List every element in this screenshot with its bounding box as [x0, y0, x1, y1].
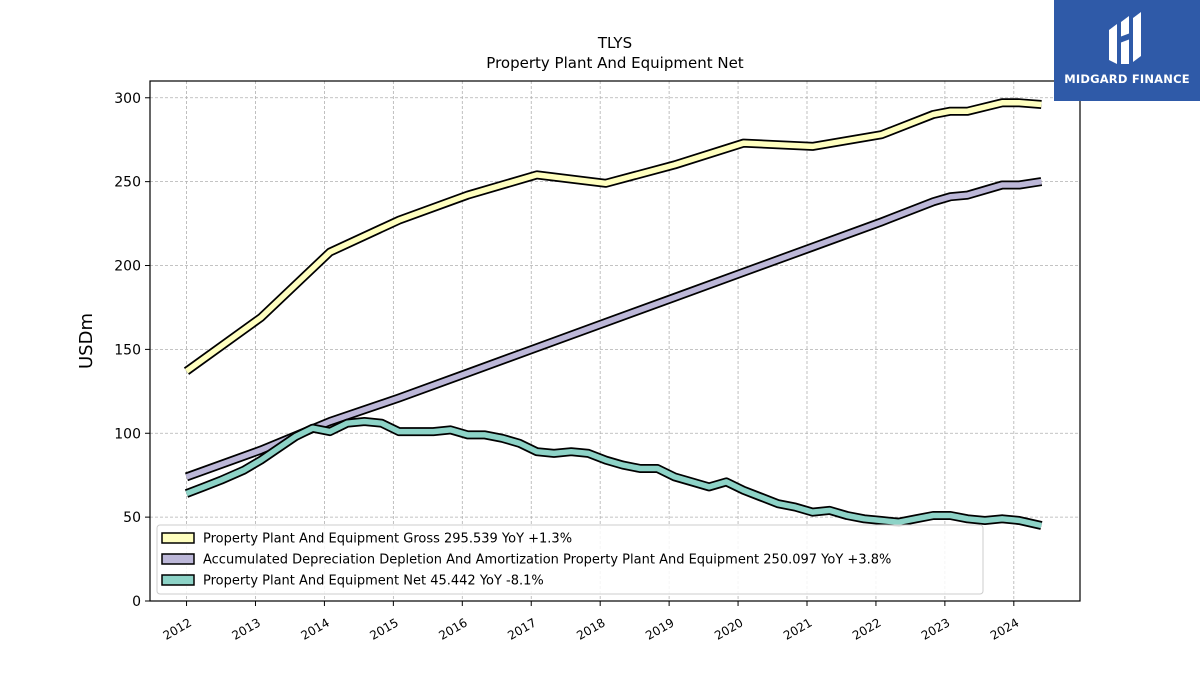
x-tick-label: 2020 — [712, 615, 745, 642]
y-tick-label: 100 — [114, 426, 141, 442]
legend-swatch — [161, 574, 195, 586]
x-tick-label: 2017 — [505, 615, 538, 642]
x-tick-label: 2024 — [988, 615, 1021, 642]
x-tick-label: 2023 — [919, 615, 952, 642]
legend: Property Plant And Equipment Gross 295.5… — [156, 524, 984, 595]
y-tick-label: 200 — [114, 259, 141, 275]
midgard-logo-icon — [1109, 12, 1141, 64]
chart-title: TLYS — [597, 34, 632, 52]
x-tick-label: 2013 — [230, 615, 263, 642]
series-line — [185, 418, 1043, 529]
legend-entry: Property Plant And Equipment Gross 295.5… — [203, 532, 572, 547]
y-tick-label: 0 — [132, 594, 141, 610]
y-tick-label: 150 — [114, 342, 141, 358]
grid — [150, 81, 1080, 601]
x-tick-label: 2019 — [643, 615, 676, 642]
series-lines — [183, 98, 1043, 530]
x-tick-label: 2022 — [850, 615, 883, 642]
series-line-outline — [184, 417, 1043, 530]
y-tick-label: 50 — [123, 510, 141, 526]
brand-name: MIDGARD FINANCE — [1064, 72, 1190, 86]
x-tick-label: 2016 — [436, 615, 469, 642]
series-line — [185, 178, 1042, 480]
x-tick-label: 2012 — [161, 615, 194, 642]
legend-entry: Accumulated Depreciation Depletion And A… — [203, 553, 891, 568]
y-tick-label: 300 — [114, 91, 141, 107]
series-line-outline — [183, 98, 1042, 375]
plot-frame — [149, 80, 1081, 602]
x-tick-label: 2018 — [574, 615, 607, 642]
series-line — [184, 100, 1042, 374]
x-tick-label: 2014 — [298, 615, 331, 642]
x-tick-label: 2021 — [781, 615, 814, 642]
y-tick-label: 250 — [114, 175, 141, 191]
x-tick-label: 2015 — [367, 615, 400, 642]
chart-subtitle: Property Plant And Equipment Net — [486, 54, 743, 72]
legend-swatch — [161, 553, 195, 565]
legend-swatch — [161, 532, 195, 544]
legend-box — [156, 524, 984, 595]
legend-entry: Property Plant And Equipment Net 45.442 … — [203, 574, 544, 589]
y-axis-label: USDm — [76, 313, 97, 369]
brand-logo: MIDGARD FINANCE — [1054, 0, 1200, 101]
